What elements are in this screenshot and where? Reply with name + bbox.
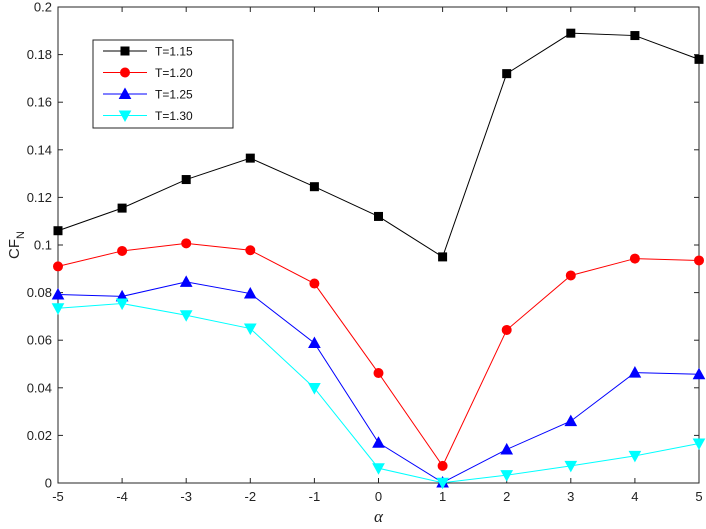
legend-label: T=1.20 (155, 66, 193, 80)
y-tick-label: 0.06 (27, 333, 52, 348)
data-point (564, 414, 578, 427)
data-point (115, 298, 129, 311)
x-tick-label: -1 (309, 489, 321, 504)
legend-label: T=1.30 (155, 109, 193, 123)
x-tick-label: 1 (439, 489, 446, 504)
data-point (309, 182, 319, 192)
series-layer (51, 28, 706, 490)
legend-marker (118, 110, 132, 123)
series-T=1.30 (51, 298, 706, 490)
legend-marker (120, 46, 130, 56)
y-axis-title: CFN (6, 231, 27, 259)
data-point (181, 175, 191, 185)
legend-label: T=1.15 (155, 45, 193, 59)
x-tick-label: -4 (116, 489, 128, 504)
data-point (117, 203, 127, 213)
y-tick-label: 0.02 (27, 428, 52, 443)
data-point (629, 253, 640, 264)
x-axis-title: α (374, 507, 384, 526)
data-point (245, 245, 256, 256)
y-tick-label: 0.2 (34, 0, 52, 15)
series-T=1.20 (53, 238, 704, 471)
x-tick-label: -2 (245, 489, 257, 504)
x-tick-label: 4 (631, 489, 638, 504)
data-point (179, 310, 193, 322)
data-point (308, 336, 321, 349)
y-tick-label: 0.12 (27, 190, 52, 205)
data-point (245, 153, 255, 163)
data-point (51, 287, 65, 300)
series-T=1.15 (53, 28, 704, 262)
x-tick-label: 3 (567, 489, 574, 504)
y-tick-label: 0.16 (27, 95, 52, 110)
data-point (243, 287, 257, 299)
data-point (630, 31, 640, 41)
data-point (374, 211, 383, 221)
data-point (438, 252, 448, 262)
data-point (51, 303, 65, 315)
data-point (243, 323, 257, 336)
y-tick-label: 0 (45, 476, 52, 491)
data-point (501, 324, 512, 335)
legend: T=1.15 T=1.20 T=1.25 T=1.30 (92, 39, 234, 129)
data-point (565, 270, 576, 281)
x-tick-label: -5 (52, 489, 64, 504)
legend-label: T=1.25 (155, 88, 193, 102)
data-point (628, 450, 642, 463)
data-point (694, 54, 704, 64)
data-point (181, 238, 192, 249)
data-point (309, 278, 320, 289)
data-point (566, 28, 576, 38)
x-axis-ticks: -5 -4 -3 -2 -1 0 1 2 3 4 5 (52, 7, 703, 504)
y-axis-title-subscript: N (15, 231, 27, 239)
legend-box (92, 39, 234, 129)
data-point (372, 463, 385, 475)
data-point (372, 436, 385, 448)
data-point (694, 255, 704, 266)
y-tick-label: 0.08 (27, 285, 52, 300)
data-point (502, 69, 512, 79)
x-tick-label: 5 (695, 489, 702, 504)
y-tick-label: 0.18 (27, 47, 52, 62)
data-point (308, 383, 321, 395)
x-tick-label: -3 (180, 489, 192, 504)
data-point (500, 442, 514, 455)
data-point (179, 275, 193, 287)
y-tick-label: 0.04 (27, 380, 52, 395)
data-point (500, 470, 514, 482)
data-point (692, 367, 706, 380)
data-point (437, 460, 448, 471)
legend-marker (118, 87, 132, 99)
legend-marker (120, 67, 130, 78)
data-point (436, 477, 449, 490)
data-point (53, 261, 63, 272)
data-point (692, 438, 706, 451)
data-point (53, 226, 63, 236)
y-tick-label: 0.14 (27, 142, 52, 157)
data-point (628, 366, 642, 378)
y-tick-label: 0.1 (34, 238, 52, 253)
data-point (117, 245, 128, 256)
y-axis-ticks: 0 0.02 0.04 0.06 0.08 0.1 0.12 0.14 0.16 0.18 0.2 (27, 0, 699, 491)
data-point (373, 368, 384, 379)
data-point (564, 460, 578, 473)
x-tick-label: 0 (375, 489, 382, 504)
x-tick-label: 2 (503, 489, 510, 504)
